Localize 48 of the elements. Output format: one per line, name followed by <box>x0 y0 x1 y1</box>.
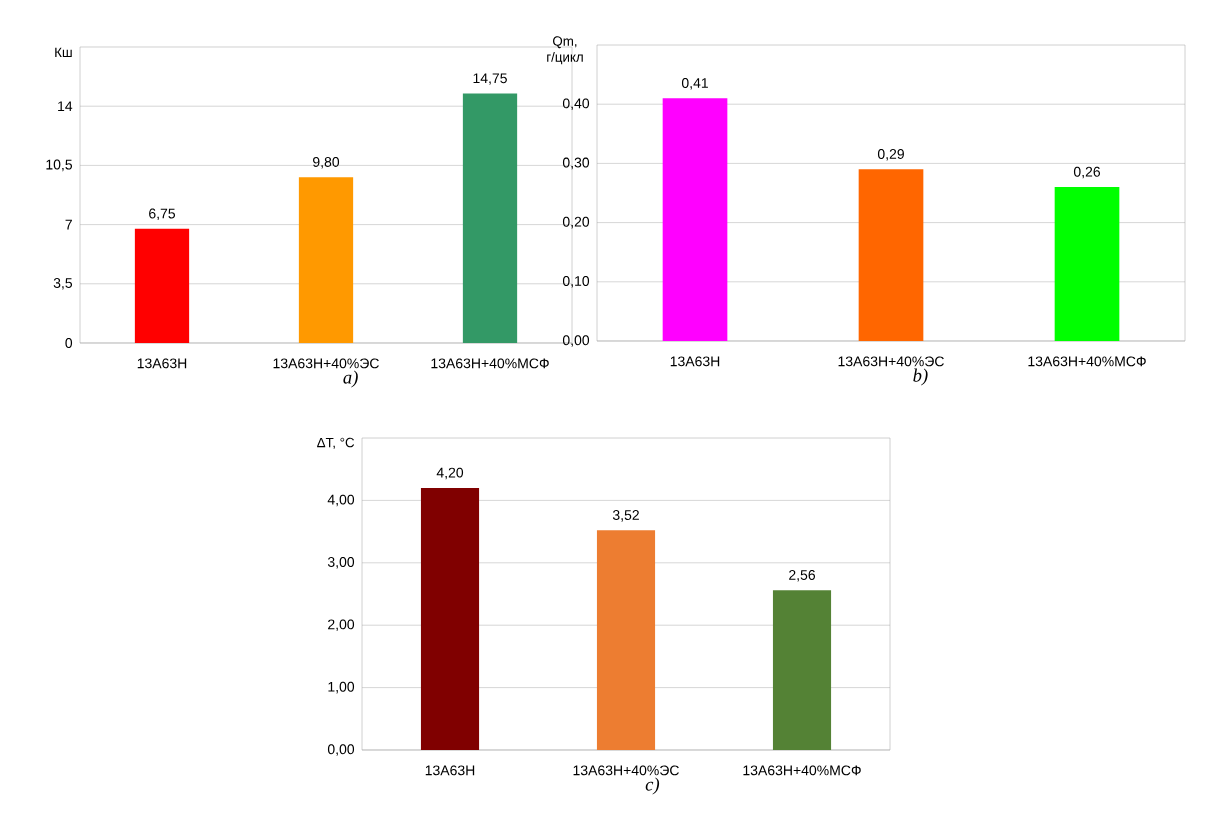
data-label: 2,56 <box>789 569 816 582</box>
x-tick-label: 13А63Н+40%ЭС <box>573 765 679 776</box>
data-label: 4,20 <box>436 467 464 480</box>
y-tick-label: 0 <box>65 338 73 348</box>
x-tick-label: 13А63Н+40%ЭС <box>273 358 379 369</box>
bar <box>134 228 190 343</box>
y-tick-label: 0,40 <box>562 98 590 110</box>
x-tick-label: 13А63Н <box>670 356 720 367</box>
y-axis-title: Кш <box>55 47 72 57</box>
data-label: 14,75 <box>473 73 507 85</box>
x-tick-label: 13А63Н+40%МСФ <box>743 765 861 776</box>
bar <box>462 93 518 343</box>
y-tick-label: 1,00 <box>328 681 355 694</box>
y-axis-title: ΔT, °C <box>317 437 355 449</box>
y-tick-label: 10,5 <box>46 159 73 172</box>
y-axis-title: Qm, г/цикл <box>547 36 583 65</box>
y-tick-label: 2,00 <box>328 619 355 631</box>
y-tick-label: 0,20 <box>562 216 590 229</box>
y-tick-label: 4,00 <box>327 494 355 507</box>
bar <box>298 177 354 343</box>
text: a) <box>343 370 358 388</box>
bar <box>596 530 656 750</box>
data-label: 0,26 <box>1073 166 1101 179</box>
text: c) <box>645 777 660 795</box>
x-tick-label: 13А63Н+40%МСФ <box>431 358 549 369</box>
x-tick-label: 13А63Н <box>137 358 187 369</box>
y-tick-label: 0,30 <box>562 157 590 170</box>
data-label: 0,41 <box>681 78 708 90</box>
y-tick-label: 3,5 <box>53 278 73 290</box>
bar <box>858 169 924 341</box>
data-label: 3,52 <box>612 510 639 522</box>
y-tick-label: 7 <box>65 219 72 230</box>
data-label: 6,75 <box>149 208 176 221</box>
bar <box>420 487 480 750</box>
y-tick-label: 0,00 <box>562 335 590 347</box>
x-tick-label: 13А63Н <box>425 765 475 776</box>
text: b) <box>913 368 928 386</box>
y-tick-label: 0,10 <box>562 276 590 288</box>
x-tick-label: 13А63Н+40%ЭС <box>838 356 944 367</box>
x-tick-label: 13А63Н+40%МСФ <box>1028 356 1146 367</box>
y-tick-label: 3,00 <box>327 557 355 569</box>
data-label: 0,29 <box>877 149 904 161</box>
y-tick-label: 14 <box>58 101 73 112</box>
bar <box>1054 187 1120 341</box>
bar <box>772 590 832 750</box>
data-label: 9,80 <box>313 156 340 169</box>
bar <box>662 98 728 341</box>
y-tick-label: 0,00 <box>327 744 355 756</box>
